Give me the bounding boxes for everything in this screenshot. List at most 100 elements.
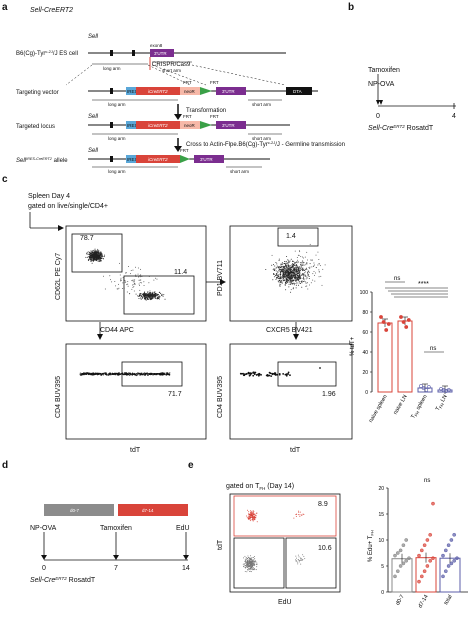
crispr-label: CRISPR/Cas9 [152, 62, 191, 68]
e-gate1: 8.9 [318, 501, 328, 508]
y-tick-label: 5 [381, 564, 384, 570]
utr-box-2 [216, 87, 246, 95]
ires-box-1 [126, 87, 136, 95]
data-point [417, 553, 421, 558]
d-tamoxifen: Tamoxifen [100, 525, 132, 532]
data-point [425, 564, 430, 568]
svg-text:4: 4 [452, 113, 456, 120]
panel-letter-c: c [2, 174, 8, 185]
svg-text:0: 0 [376, 113, 380, 120]
data-point [401, 320, 406, 324]
y-tick-label: 15 [378, 512, 384, 518]
panel-a: Sell-CreERT2 B6(Cg)-Tyrc-2J/J ES cell Se… [16, 7, 345, 174]
x-tick-label: d0-7 [395, 594, 406, 607]
flow1-gate1: 78.7 [80, 235, 94, 242]
sig-ns-2: ns [430, 346, 436, 352]
panel-letter-d: d [2, 460, 8, 471]
data-point [425, 538, 430, 542]
data-point [406, 318, 411, 322]
data-point [381, 320, 386, 324]
y-tick-label: 60 [362, 330, 368, 336]
data-point [424, 388, 429, 392]
svg-text:short arm: short arm [230, 169, 249, 174]
e-xlabel: EdU [278, 599, 292, 606]
flow-plot-4: 1.96 tdT CD4 BUV395 [217, 343, 353, 454]
exon8-label: exon8 [150, 43, 163, 48]
data-point [398, 548, 403, 553]
data-point [399, 315, 403, 319]
flow4-ylabel: CD4 BUV395 [217, 376, 224, 418]
e-ylabel: tdT [217, 539, 224, 550]
flow1-ylabel: CD62L PE Cy7 [55, 253, 62, 300]
svg-text:0: 0 [42, 565, 46, 572]
data-point [422, 543, 427, 548]
data-point [426, 385, 431, 389]
data-point [401, 543, 406, 548]
flow4-gate1: 1.96 [322, 391, 336, 398]
svg-text:long arm: long arm [103, 66, 121, 71]
targeting-vector-label: Targeting vector [16, 90, 59, 96]
e-gate: gated on TFH (Day 14) [226, 483, 294, 491]
c-header2: gated on live/single/CD4+ [28, 203, 108, 210]
data-point [431, 501, 435, 506]
data-point [398, 564, 403, 568]
x-tick-label: naive LN [393, 394, 409, 416]
data-point [419, 574, 424, 579]
data-point [452, 558, 457, 563]
svg-text:short arm: short arm [252, 102, 271, 107]
data-point [449, 561, 454, 566]
y-tick-label: 0 [365, 390, 368, 396]
x-tick-label: TFH LN [435, 394, 449, 412]
x-tick-label: naive spleen [368, 394, 389, 424]
data-point [452, 532, 457, 537]
svg-text:FRT: FRT [210, 114, 219, 119]
b-np-ova: NP-OVA [368, 81, 395, 88]
flow1-xlabel: CD44 APC [100, 327, 134, 334]
data-point [395, 551, 400, 555]
y-tick-label: 0 [381, 590, 384, 596]
y-tick-label: 20 [362, 370, 368, 376]
data-point [404, 538, 409, 542]
panel-letter-e: e [188, 460, 194, 471]
panel-b: Tamoxifen NP-OVA 0 4 Sell-CreERT2 Rosatd… [368, 67, 456, 132]
svg-text:FRT: FRT [183, 114, 192, 119]
data-point [404, 325, 409, 329]
data-point [441, 553, 445, 558]
panel-a-title: Sell-CreERT2 [30, 7, 73, 14]
data-point [379, 315, 383, 319]
panel-letter-a: a [2, 2, 8, 13]
sig-stars: **** [418, 281, 429, 288]
d-edu: EdU [176, 525, 190, 532]
data-point [446, 543, 451, 548]
targeted-locus-label: Targeted locus [16, 124, 55, 130]
data-point [384, 328, 389, 332]
flow1-gate2: 11.4 [174, 269, 187, 276]
x-tick-label: total [443, 594, 453, 606]
svg-text:neoR: neoR [184, 89, 196, 94]
svg-text:long arm: long arm [108, 102, 126, 107]
utr-exon-1 [150, 49, 174, 57]
svg-text:3'UTR: 3'UTR [154, 51, 167, 56]
data-point [404, 558, 409, 563]
gene-label-1: Sell [88, 34, 99, 40]
data-point [421, 386, 426, 390]
data-point [393, 553, 397, 558]
bar [377, 322, 393, 393]
y-tick-label: 10 [378, 538, 384, 544]
svg-text:iCreERT2: iCreERT2 [148, 157, 168, 162]
data-point [401, 561, 406, 566]
flow2-xlabel: CXCR5 BV421 [266, 327, 313, 334]
flow2-ylabel: PD1 BV711 [217, 260, 224, 296]
data-point [422, 569, 427, 574]
svg-text:IRES: IRES [127, 123, 138, 128]
panel-letter-b: b [348, 2, 354, 13]
svg-text:iCreERT2: iCreERT2 [148, 89, 168, 94]
es-cell-label: B6(Cg)-Tyrc-2J/J ES cell [16, 49, 78, 57]
svg-text:7: 7 [114, 565, 118, 572]
sig-ns-1: ns [394, 276, 400, 282]
e-gate2: 10.6 [318, 545, 332, 552]
svg-text:Sell: Sell [88, 148, 99, 154]
svg-text:short arm: short arm [252, 136, 271, 141]
y-tick-label: 80 [362, 310, 368, 316]
